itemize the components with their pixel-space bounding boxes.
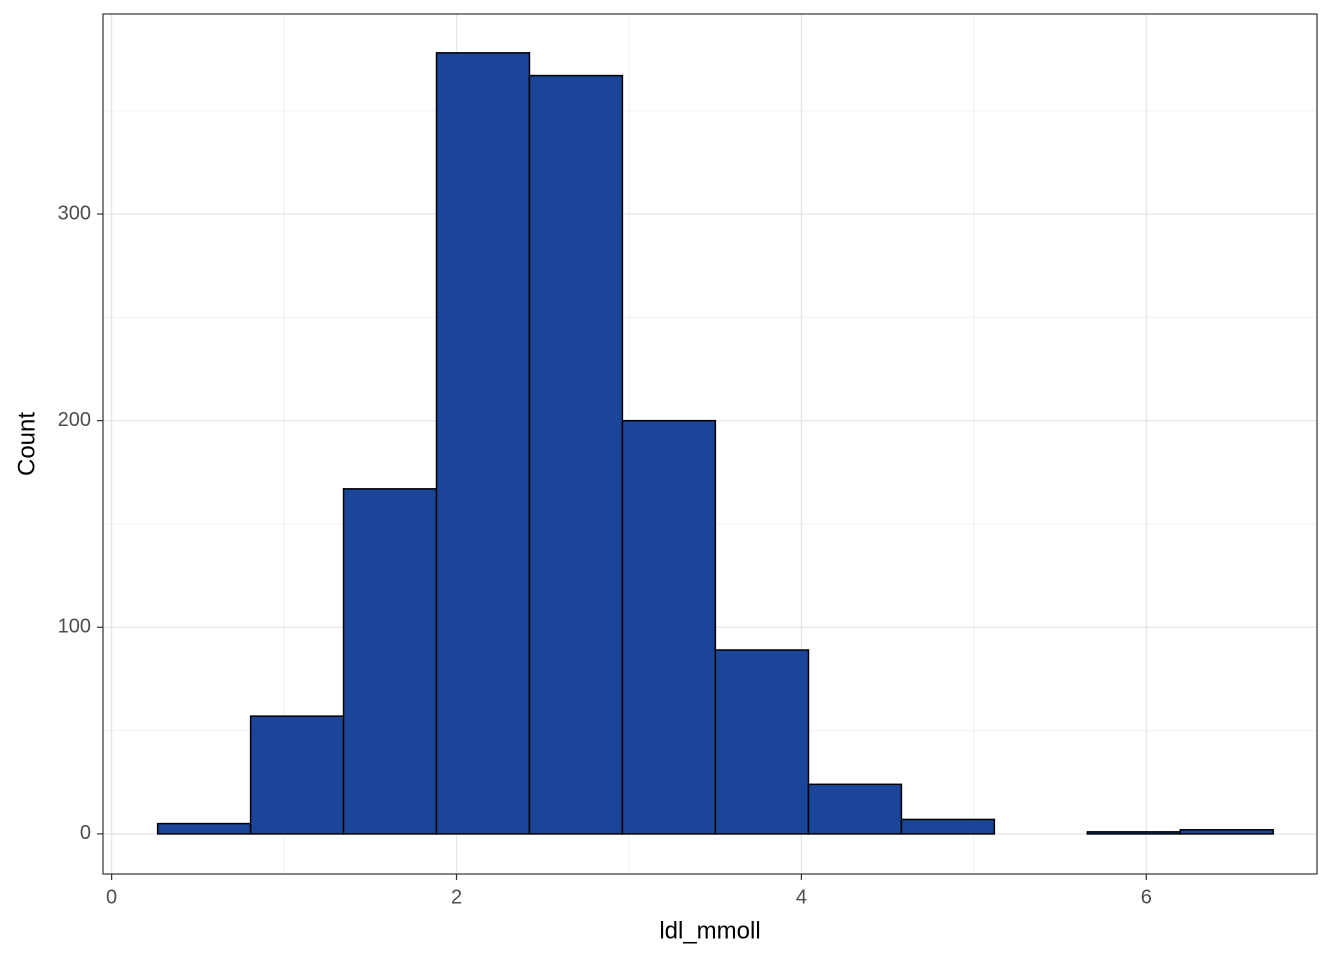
bars bbox=[156, 52, 1274, 835]
histogram-bar bbox=[528, 74, 624, 835]
y-tick-label: 100 bbox=[58, 616, 91, 638]
y-tick-label: 0 bbox=[80, 822, 91, 844]
y-tick-label: 200 bbox=[58, 409, 91, 431]
histogram-bar bbox=[621, 419, 717, 835]
x-axis-title: ldl_mmoll bbox=[659, 917, 760, 944]
y-axis-title: Count bbox=[13, 412, 40, 476]
x-tick-label: 0 bbox=[106, 886, 117, 908]
histogram-bar bbox=[714, 649, 810, 835]
histogram-bar bbox=[249, 715, 345, 835]
axes: 0 2 4 6 0 100 200 300 bbox=[58, 202, 1152, 908]
x-tick-label: 6 bbox=[1141, 886, 1152, 908]
histogram-bar bbox=[807, 783, 903, 835]
histogram-bar bbox=[156, 822, 252, 835]
histogram-bar bbox=[435, 52, 531, 835]
x-tick-label: 4 bbox=[796, 886, 807, 908]
histogram-bar bbox=[342, 488, 438, 835]
panel-border bbox=[102, 13, 1318, 875]
histogram-bar bbox=[900, 818, 996, 835]
x-tick-label: 2 bbox=[451, 886, 462, 908]
histogram-bar bbox=[1086, 831, 1182, 835]
histogram-bar bbox=[1179, 829, 1274, 835]
y-tick-label: 300 bbox=[58, 202, 91, 224]
